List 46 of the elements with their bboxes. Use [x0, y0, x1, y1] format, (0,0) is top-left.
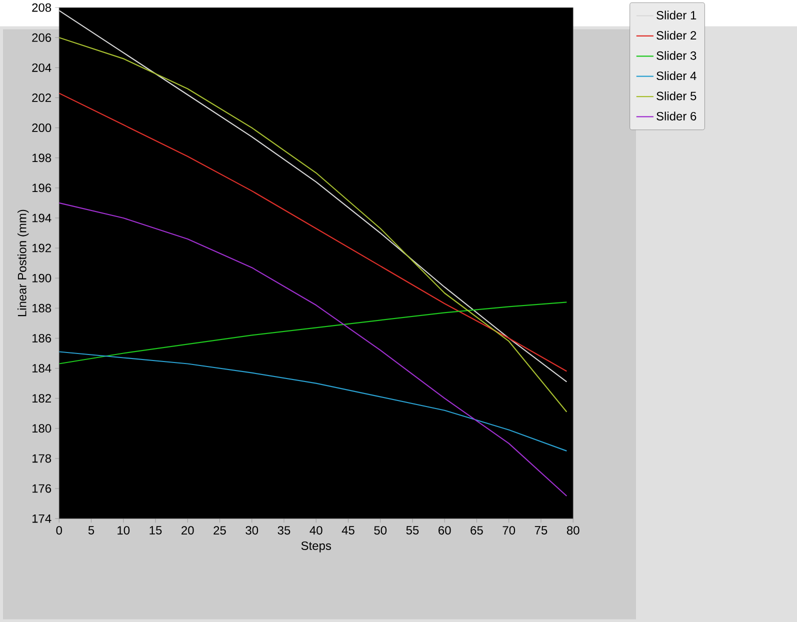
- y-tick-label: 204: [32, 63, 52, 72]
- x-tick-label: 25: [214, 526, 226, 534]
- y-tick-label: 194: [32, 214, 52, 222]
- legend-label: Slider 2: [656, 30, 696, 40]
- legend-label: Slider 1: [656, 10, 696, 20]
- y-tick-label: 206: [32, 33, 52, 42]
- x-tick-label: 45: [342, 526, 354, 534]
- legend-label: Slider 4: [656, 71, 696, 80]
- legend-label: Slider 5: [656, 91, 696, 100]
- legend-label: Slider 3: [656, 50, 696, 60]
- y-tick-label: 184: [32, 364, 52, 372]
- y-tick-label: 174: [32, 514, 52, 523]
- y-tick-label: 176: [32, 484, 52, 493]
- y-tick-label: 178: [32, 454, 52, 463]
- line-series: [59, 351, 568, 452]
- y-tick-label: 190: [32, 274, 52, 282]
- y-tick-label: 186: [32, 334, 52, 342]
- x-tick-label: 50: [374, 526, 387, 534]
- x-tick-label: 40: [310, 526, 322, 534]
- x-tick-label: 35: [278, 526, 290, 534]
- x-tick-label: 60: [438, 526, 451, 534]
- y-tick-label: 182: [32, 394, 51, 402]
- x-tick-label: 5: [88, 526, 94, 534]
- y-tick-label: 188: [32, 304, 52, 312]
- x-tick-label: 0: [56, 526, 62, 534]
- x-tick-label: 70: [502, 526, 516, 534]
- x-tick-label: 55: [406, 526, 419, 534]
- x-tick-label: 80: [566, 526, 580, 534]
- x-tick-label: 20: [182, 526, 194, 534]
- x-axis-title: Steps: [301, 541, 332, 552]
- x-tick-label: 75: [534, 526, 548, 534]
- x-tick-label: 15: [150, 526, 162, 534]
- x-tick-label: 30: [246, 526, 258, 534]
- line-series: [59, 202, 568, 496]
- y-tick-label: 202: [32, 93, 51, 102]
- y-tick-label: 196: [32, 184, 52, 192]
- y-tick-label: 208: [32, 3, 52, 12]
- y-axis-title: Linear Postion (mm): [18, 210, 29, 316]
- x-tick-label: 65: [470, 526, 483, 534]
- line-series: [59, 301, 568, 364]
- y-tick-label: 192: [32, 244, 51, 252]
- y-tick-label: 180: [32, 424, 52, 433]
- legend-label: Slider 6: [656, 112, 696, 120]
- x-tick-label: 10: [118, 526, 130, 534]
- y-tick-label: 200: [32, 123, 52, 132]
- y-tick-label: 198: [32, 153, 52, 162]
